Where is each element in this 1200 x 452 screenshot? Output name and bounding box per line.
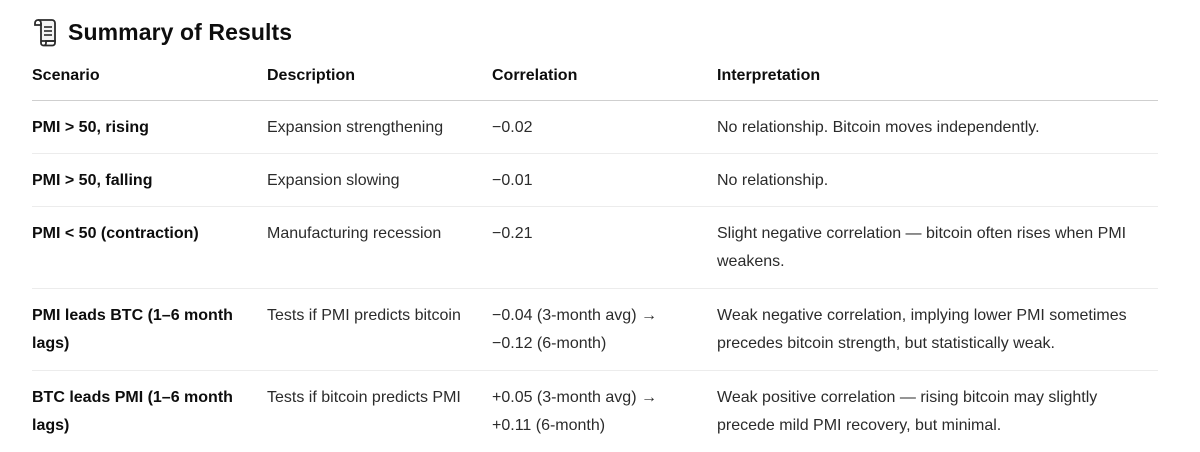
interpretation-cell: No relationship. Bitcoin moves independe… xyxy=(717,101,1158,154)
table-header-row: Scenario Description Correlation Interpr… xyxy=(32,62,1158,101)
interpretation-cell: Weak positive correlation — rising bitco… xyxy=(717,371,1158,452)
interpretation-cell: Weak negative correlation, implying lowe… xyxy=(717,289,1158,371)
description-cell: Expansion slowing xyxy=(267,154,492,207)
table-row: PMI > 50, rising Expansion strengthening… xyxy=(32,101,1158,154)
table-row: PMI > 50, falling Expansion slowing −0.0… xyxy=(32,154,1158,207)
table-row: PMI < 50 (contraction) Manufacturing rec… xyxy=(32,207,1158,289)
scenario-cell: PMI leads BTC (1–6 month lags) xyxy=(32,289,267,371)
section-heading: Summary of Results xyxy=(32,14,1158,50)
table-row: PMI leads BTC (1–6 month lags) Tests if … xyxy=(32,289,1158,371)
interpretation-cell: No relationship. xyxy=(717,154,1158,207)
correlation-cell: −0.02 xyxy=(492,101,717,154)
description-cell: Tests if PMI predicts bitcoin xyxy=(267,289,492,371)
description-cell: Expansion strengthening xyxy=(267,101,492,154)
correlation-cell: −0.21 xyxy=(492,207,717,289)
column-header-scenario: Scenario xyxy=(32,62,267,101)
table-row: BTC leads PMI (1–6 month lags) Tests if … xyxy=(32,371,1158,452)
scenario-cell: PMI > 50, rising xyxy=(32,101,267,154)
scroll-icon xyxy=(32,17,58,47)
column-header-correlation: Correlation xyxy=(492,62,717,101)
correlation-cell: −0.04 (3-month avg) → −0.12 (6-month) xyxy=(492,289,717,371)
scenario-cell: PMI > 50, falling xyxy=(32,154,267,207)
column-header-description: Description xyxy=(267,62,492,101)
results-summary-section: Summary of Results Scenario Description … xyxy=(32,14,1158,452)
results-table: Scenario Description Correlation Interpr… xyxy=(32,62,1158,452)
column-header-interpretation: Interpretation xyxy=(717,62,1158,101)
scenario-cell: PMI < 50 (contraction) xyxy=(32,207,267,289)
interpretation-cell: Slight negative correlation — bitcoin of… xyxy=(717,207,1158,289)
section-title: Summary of Results xyxy=(68,19,292,46)
description-cell: Manufacturing recession xyxy=(267,207,492,289)
description-cell: Tests if bitcoin predicts PMI xyxy=(267,371,492,452)
scenario-cell: BTC leads PMI (1–6 month lags) xyxy=(32,371,267,452)
correlation-cell: +0.05 (3-month avg) → +0.11 (6-month) xyxy=(492,371,717,452)
correlation-cell: −0.01 xyxy=(492,154,717,207)
